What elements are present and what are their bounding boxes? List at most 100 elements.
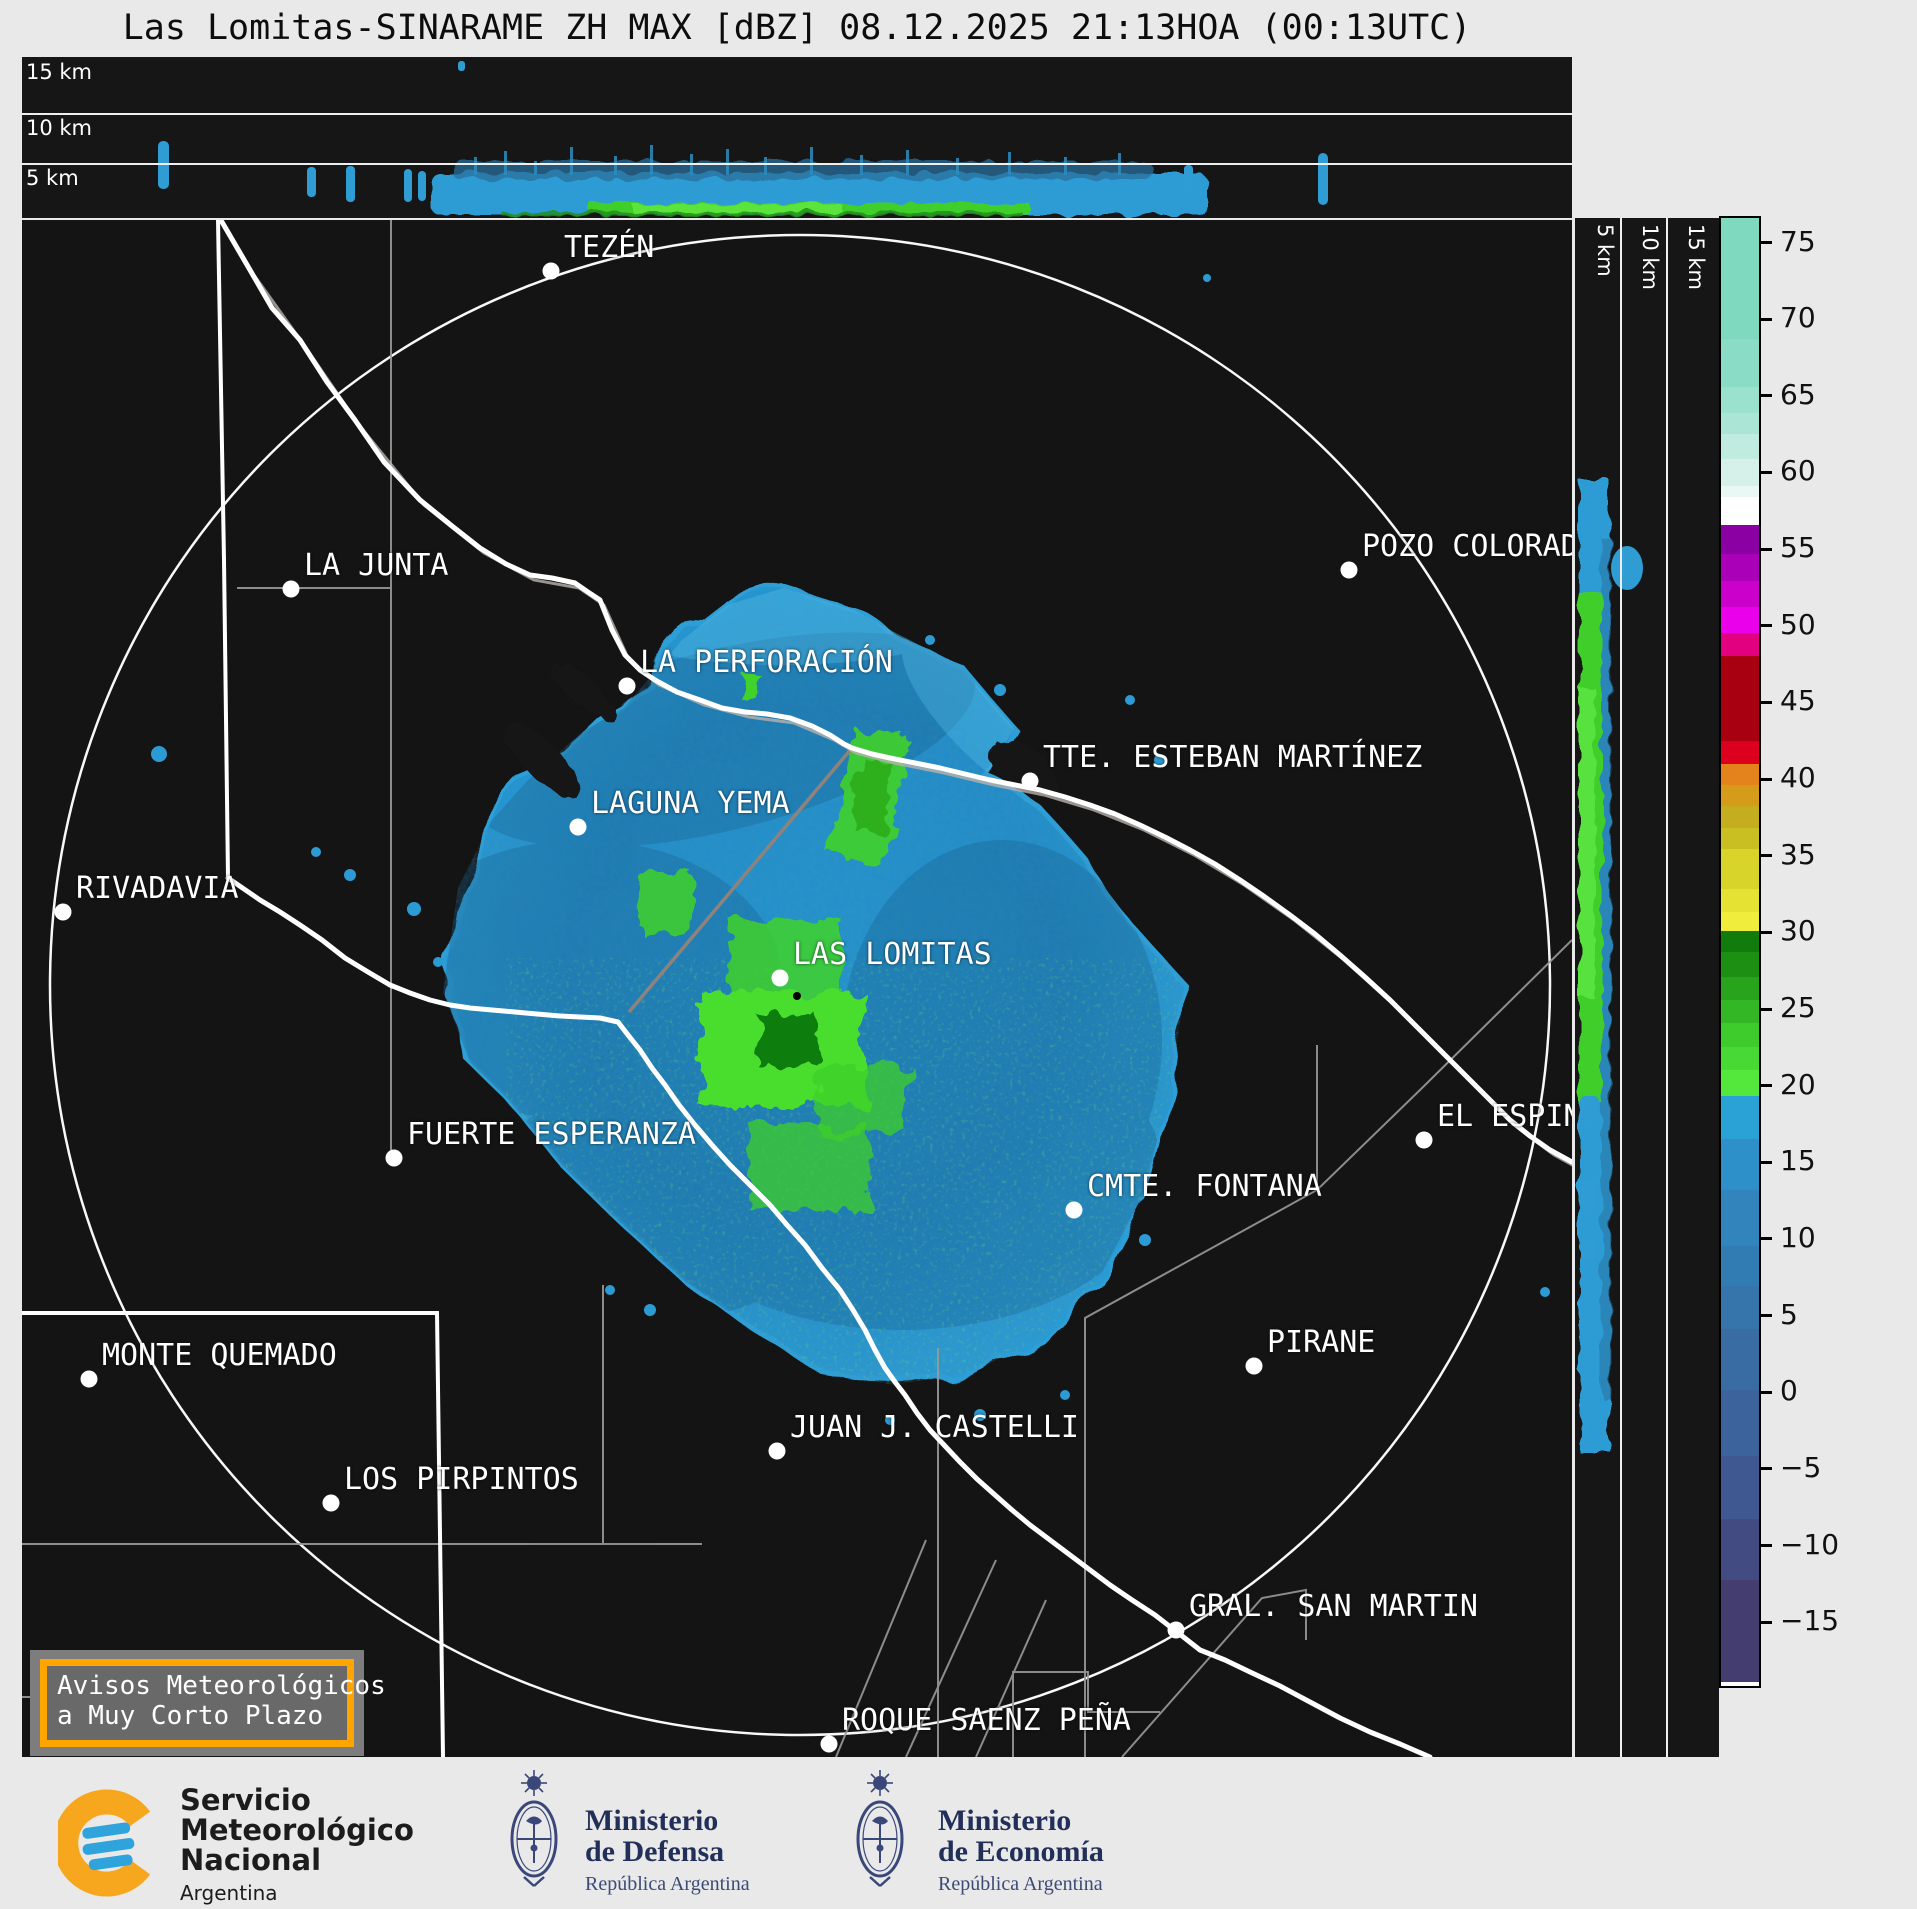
colorbar-segment: [1721, 412, 1759, 435]
city-dot: [385, 1149, 403, 1167]
colorbar-tick: [1761, 470, 1772, 474]
city-dot: [542, 262, 560, 280]
city-dot: [618, 677, 636, 695]
colorbar-segment: [1721, 1096, 1759, 1140]
colorbar-segment: [1721, 1390, 1759, 1457]
colorbar-segment: [1721, 1047, 1759, 1071]
footer: Servicio Meteorológico Nacional Argentin…: [0, 1757, 1917, 1909]
warning-line-1: Avisos Meteorológicos: [57, 1671, 386, 1701]
colorbar-tick: [1761, 1314, 1772, 1318]
coat-of-arms-icon: [510, 1770, 558, 1887]
echo-specks: [151, 274, 1550, 1425]
colorbar-tick: [1761, 930, 1772, 934]
colorbar-segment: [1721, 912, 1759, 931]
smn-wordmark: Servicio Meteorológico Nacional Argentin…: [180, 1785, 414, 1908]
colorbar-tick-label: 10: [1780, 1221, 1816, 1255]
colorbar-segment: [1721, 1519, 1759, 1581]
colorbar-tick-label: 45: [1780, 684, 1816, 718]
colorbar-segment: [1721, 1139, 1759, 1190]
radar-map-graphics: [22, 220, 1572, 1757]
colorbar-tick: [1761, 624, 1772, 628]
city-dot: [1065, 1201, 1083, 1219]
colorbar-segment: [1721, 952, 1759, 977]
colorbar-tick: [1761, 700, 1772, 704]
city-label: TTE. ESTEBAN MARTÍNEZ: [1043, 740, 1423, 775]
colorbar-tick: [1761, 317, 1772, 321]
colorbar-segment: [1721, 1189, 1759, 1247]
colorbar-segment: [1721, 976, 1759, 1000]
dbz-colorbar: [1719, 216, 1761, 1688]
colorbar-tick-label: 65: [1780, 377, 1816, 411]
city-label: LA JUNTA: [304, 548, 449, 583]
colorbar-tick-label: 50: [1780, 607, 1816, 641]
radar-map: TEZÉN LA JUNTA POZO COLORADO LA PERFORACIÓN…: [22, 220, 1572, 1757]
city-label: LAGUNA YEMA: [591, 786, 790, 821]
colorbar-tick-label: 15: [1780, 1144, 1816, 1178]
very-short-term-warnings-badge[interactable]: Avisos Meteorológicos a Muy Corto Plazo: [40, 1659, 386, 1747]
colorbar-segment: [1721, 1580, 1759, 1682]
radar-site-dot: [793, 992, 801, 1000]
altitude-label-10km: 10 km: [1638, 224, 1662, 291]
smn-line-2: Meteorológico: [180, 1813, 414, 1847]
city-label: EL ESPINILLO: [1437, 1099, 1572, 1134]
colorbar-segment: [1721, 999, 1759, 1023]
city-label: PIRANE: [1267, 1325, 1376, 1360]
city-dot: [569, 818, 587, 836]
defensa-line-2: de Defensa: [585, 1835, 725, 1868]
top-echo-profile: [158, 61, 1328, 216]
colorbar-segment: [1721, 458, 1759, 487]
colorbar-segment: [1721, 434, 1759, 459]
colorbar-tick-label: 5: [1780, 1297, 1798, 1331]
colorbar-tick: [1761, 1620, 1772, 1624]
altitude-label-10km: 10 km: [26, 116, 93, 140]
city-label: ROQUE SAENZ PEÑA: [842, 1703, 1131, 1738]
city-dot: [1245, 1357, 1263, 1375]
smn-line-4: Argentina: [180, 1881, 278, 1905]
radar-range-ring: [48, 233, 1552, 1737]
city-dot: [54, 903, 72, 921]
colorbar-tick-label: 25: [1780, 991, 1816, 1025]
colorbar-segment: [1721, 827, 1759, 850]
altitude-5km-line: [1620, 218, 1622, 1757]
city-label: MONTE QUEMADO: [102, 1338, 337, 1373]
city-label: TEZÉN: [564, 230, 655, 265]
smn-line-3: Nacional: [180, 1843, 322, 1877]
ministerio-defensa-wordmark: Ministerio de Defensa República Argentin…: [585, 1805, 750, 1900]
colorbar-tick-label: 55: [1780, 531, 1816, 565]
city-label: RIVADAVIA: [76, 871, 239, 906]
altitude-10km-line: [22, 113, 1572, 115]
economia-line-3: República Argentina: [938, 1873, 1103, 1895]
colorbar-segment: [1721, 581, 1759, 608]
colorbar-segment: [1721, 1246, 1759, 1287]
city-dot: [820, 1735, 838, 1753]
colorbar-tick-label: −5: [1780, 1451, 1822, 1485]
city-dot: [80, 1370, 98, 1388]
colorbar-segment: [1721, 524, 1759, 554]
right-echo-profile: [1579, 480, 1643, 1452]
colorbar-segment: [1721, 339, 1759, 387]
economia-line-1: Ministerio: [938, 1804, 1072, 1837]
altitude-label-15km: 15 km: [1684, 224, 1708, 291]
colorbar-tick: [1761, 1237, 1772, 1241]
colorbar-tick: [1761, 854, 1772, 858]
colorbar-segment: [1721, 386, 1759, 413]
altitude-5km-line: [22, 163, 1572, 165]
defensa-line-3: República Argentina: [585, 1873, 750, 1895]
colorbar-segment: [1721, 1329, 1759, 1391]
top-cross-section-panel: 15 km 10 km 5 km: [22, 57, 1572, 218]
ministerio-economia-wordmark: Ministerio de Economía República Argenti…: [938, 1805, 1104, 1900]
city-dot: [322, 1494, 340, 1512]
city-label: GRAL. SAN MARTIN: [1189, 1589, 1478, 1624]
smn-logo-icon: [58, 1789, 151, 1897]
smn-line-1: Servicio: [180, 1783, 311, 1817]
colorbar-tick-label: 35: [1780, 837, 1816, 871]
right-cross-section-panel: 5 km 10 km 15 km: [1575, 218, 1719, 1757]
colorbar-segment: [1721, 218, 1759, 340]
city-label: LOS PIRPINTOS: [344, 1462, 579, 1497]
city-dot: [1340, 561, 1358, 579]
colorbar-segment: [1721, 763, 1759, 786]
colorbar-segment: [1721, 1070, 1759, 1097]
colorbar-tick: [1761, 777, 1772, 781]
colorbar-segment: [1721, 1286, 1759, 1330]
colorbar-segment: [1721, 486, 1759, 497]
